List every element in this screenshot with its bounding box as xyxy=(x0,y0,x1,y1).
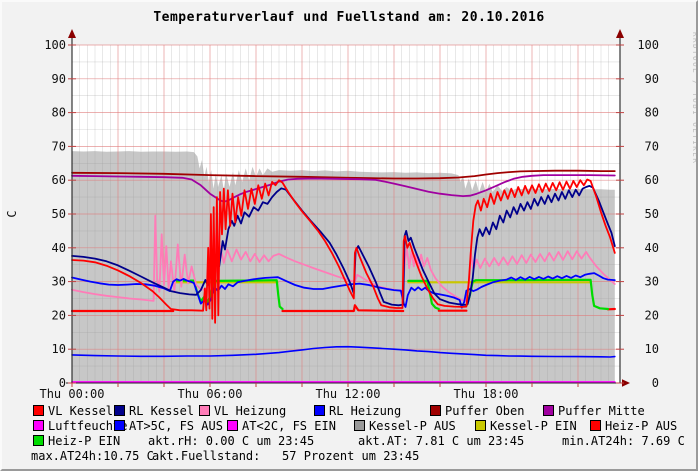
svg-text:30: 30 xyxy=(645,275,659,289)
axes xyxy=(66,36,623,384)
series-vl-kessel xyxy=(71,178,616,324)
svg-text:60: 60 xyxy=(52,173,66,187)
legend-item-rl-kessel: RL Kessel xyxy=(114,405,194,418)
legend-swatch-puffer-mitte xyxy=(543,405,554,416)
legend-label: Heiz-P EIN xyxy=(48,434,121,448)
svg-text:Thu 06:00: Thu 06:00 xyxy=(177,387,242,401)
grid-major xyxy=(72,44,620,383)
svg-text:80: 80 xyxy=(52,106,66,120)
graph-title: Temperaturverlauf und Fuellstand am: 20.… xyxy=(153,10,545,25)
legend-row: Luftfeuchte AT>5C, FS AUS AT<2C, FS EIN Kes… xyxy=(2,420,696,434)
legend-swatch-vl-heizung xyxy=(199,405,210,416)
legend-item-kessel-p-ein: Kessel-P EIN xyxy=(475,420,577,433)
legend-stat-min-at24h: min.AT24h: 7.69 C xyxy=(562,434,685,448)
legend-label: Heiz-P AUS xyxy=(605,419,678,433)
legend-label: RL Heizung xyxy=(329,404,402,418)
series-vl-heizung xyxy=(71,214,616,303)
svg-text:0: 0 xyxy=(652,376,659,390)
legend-swatch-luftfeuchte xyxy=(33,420,44,431)
legend-item-at-2c-fs-ein: AT<2C, FS EIN xyxy=(227,420,336,433)
y-axis-labels: 0 0 10 10 20 20 30 30 40 40 50 50 60 60 70 70 80 80 90 90 10… xyxy=(44,38,659,390)
svg-text:100: 100 xyxy=(44,38,66,52)
legend-stat-akt-rh: akt.rH: 0.00 C um 23:45 xyxy=(148,434,315,448)
legend-label: Puffer Oben xyxy=(445,404,525,418)
svg-text:Thu 18:00: Thu 18:00 xyxy=(453,387,518,401)
svg-text:90: 90 xyxy=(52,72,66,86)
svg-text:100: 100 xyxy=(637,38,659,52)
legend-item-vl-kessel: VL Kessel xyxy=(33,405,113,418)
svg-text:50: 50 xyxy=(645,207,659,221)
svg-text:20: 20 xyxy=(52,308,66,322)
legend-stat-akt-fuellstand: akt.Fuellstand: 57 Prozent um 23:45 xyxy=(152,449,420,463)
legend-label: AT>5C, FS AUS xyxy=(129,419,223,433)
legend-item-vl-heizung: VL Heizung xyxy=(199,405,286,418)
series-heiz-p-aus xyxy=(281,304,405,313)
legend-swatch-rl-heizung xyxy=(314,405,325,416)
legend-row: VL Kessel RL Kessel VL Heizung RL Heizung Pu… xyxy=(2,405,696,419)
svg-text:90: 90 xyxy=(645,72,659,86)
series-puffer-mitte xyxy=(71,174,616,203)
svg-text:Thu 12:00: Thu 12:00 xyxy=(315,387,380,401)
svg-text:20: 20 xyxy=(645,308,659,322)
legend-row: Heiz-P EIN akt.rH: 0.00 C um 23:45 akt.AT:… xyxy=(2,434,696,449)
series-at-5c-fs-aus xyxy=(71,345,616,358)
svg-text:60: 60 xyxy=(645,173,659,187)
legend-label: VL Heizung xyxy=(214,404,287,418)
svg-text:80: 80 xyxy=(645,106,659,120)
axis-arrows xyxy=(68,29,630,387)
legend-swatch-at-5c-fs-aus xyxy=(114,420,125,431)
legend-item-luftfeuchte: Luftfeuchte xyxy=(33,420,127,433)
legend-stat-akt-at: akt.AT: 7.81 C um 23:45 xyxy=(358,434,525,448)
svg-text:50: 50 xyxy=(52,207,66,221)
svg-text:70: 70 xyxy=(52,139,66,153)
legend-swatch-kessel-p-aus xyxy=(354,420,365,431)
watermark: RRDTOOL / TOBI OETIKER xyxy=(691,32,698,164)
legend-label: Kessel-P AUS xyxy=(369,419,456,433)
x-axis-labels: Thu 00:00 Thu 06:00 Thu 12:00 Thu 18:00 xyxy=(39,387,518,401)
legend-item-heiz-p-aus: Heiz-P AUS xyxy=(590,420,677,433)
legend-swatch-at-2c-fs-ein xyxy=(227,420,238,431)
svg-text:Thu 00:00: Thu 00:00 xyxy=(39,387,104,401)
legend-item-puffer-oben: Puffer Oben xyxy=(430,405,524,418)
legend-item-kessel-p-aus: Kessel-P AUS xyxy=(354,420,456,433)
legend-label: Puffer Mitte xyxy=(558,404,645,418)
legend-swatch-puffer-oben xyxy=(430,405,441,416)
legend-swatch-kessel-p-ein xyxy=(475,420,486,431)
svg-text:70: 70 xyxy=(645,139,659,153)
svg-text:40: 40 xyxy=(645,241,659,255)
legend-swatch-heiz-p-ein xyxy=(33,435,44,446)
legend-label: Kessel-P EIN xyxy=(490,419,577,433)
legend-item-puffer-mitte: Puffer Mitte xyxy=(543,405,645,418)
legend-item-at-5c-fs-aus: AT>5C, FS AUS xyxy=(114,420,223,433)
y-axis-title: C xyxy=(5,210,19,217)
series-puffer-oben xyxy=(71,169,616,180)
legend-label: RL Kessel xyxy=(129,404,195,418)
tick-marks xyxy=(68,44,624,387)
svg-text:40: 40 xyxy=(52,241,66,255)
legend-stat-max-at24h: max.AT24h:10.75 C xyxy=(31,449,154,463)
series-rl-heizung xyxy=(71,272,616,309)
legend-swatch-vl-kessel xyxy=(33,405,44,416)
svg-text:10: 10 xyxy=(645,342,659,356)
svg-text:0: 0 xyxy=(59,376,66,390)
svg-text:10: 10 xyxy=(52,342,66,356)
legend-item-heiz-p-ein: Heiz-P EIN xyxy=(33,435,120,448)
legend-label: Luftfeuchte xyxy=(48,419,128,433)
legend-swatch-rl-kessel xyxy=(114,405,125,416)
legend-swatch-heiz-p-aus xyxy=(590,420,601,431)
svg-text:30: 30 xyxy=(52,275,66,289)
legend-label: AT<2C, FS EIN xyxy=(242,419,336,433)
legend-item-rl-heizung: RL Heizung xyxy=(314,405,401,418)
legend-label: VL Kessel xyxy=(48,404,114,418)
